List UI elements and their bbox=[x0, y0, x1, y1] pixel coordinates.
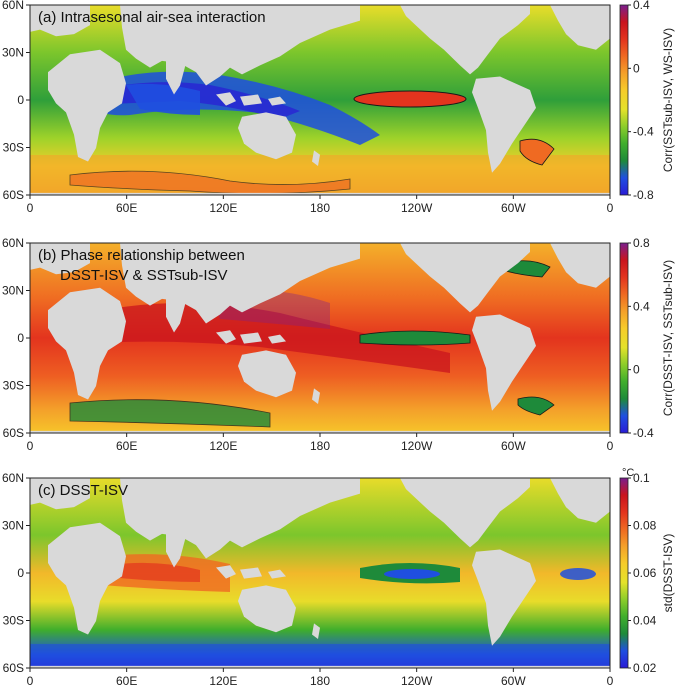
colorbar-tick-label: 0.08 bbox=[633, 519, 657, 533]
lon-tick-label: 0 bbox=[27, 201, 34, 215]
field-feature bbox=[359, 330, 471, 346]
lon-tick-label: 60W bbox=[501, 439, 526, 453]
colorbar-label: std(DSST-ISV) bbox=[661, 534, 675, 613]
colorbar-label: Corr(DSST-ISV, SSTsub-ISV) bbox=[661, 260, 675, 416]
map-panel-c: (c) DSST-ISV bbox=[29, 477, 611, 669]
panel-title: (a) Intrasesonal air-sea interaction bbox=[38, 9, 266, 26]
field-feature bbox=[560, 568, 596, 580]
map-panel-b: (b) Phase relationship between DSST-ISV … bbox=[29, 242, 611, 434]
lat-tick-label: 60N bbox=[2, 0, 24, 12]
field-feature bbox=[30, 644, 610, 668]
field-feature bbox=[69, 399, 271, 428]
colorbar-unit: °C bbox=[622, 467, 634, 479]
lat-tick-label: 0 bbox=[17, 331, 24, 345]
lon-tick-label: 120E bbox=[209, 201, 237, 215]
lat-tick-label: 30S bbox=[3, 379, 24, 393]
lat-tick-label: 30N bbox=[2, 284, 24, 298]
colorbar-tick-label: 0.8 bbox=[633, 236, 650, 250]
lat-tick-label: 60S bbox=[3, 426, 24, 440]
colorbar bbox=[619, 4, 629, 196]
field-feature bbox=[384, 569, 440, 579]
lat-tick-label: 30S bbox=[3, 614, 24, 628]
lat-tick-label: 0 bbox=[17, 93, 24, 107]
lat-tick-label: 60N bbox=[2, 471, 24, 485]
lon-tick-label: 180 bbox=[310, 439, 330, 453]
panel-subtitle: DSST-ISV & SSTsub-ISV bbox=[60, 267, 228, 284]
lon-tick-label: 60W bbox=[501, 674, 526, 688]
lon-tick-label: 120E bbox=[209, 674, 237, 688]
lat-tick-label: 60S bbox=[3, 188, 24, 202]
lon-tick-label: 120W bbox=[401, 439, 433, 453]
colorbar-tick-label: 0.06 bbox=[633, 566, 657, 580]
field-feature bbox=[353, 90, 467, 108]
colorbar-tick-label: 0.02 bbox=[633, 661, 657, 675]
lon-tick-label: 180 bbox=[310, 201, 330, 215]
lat-tick-label: 0 bbox=[17, 566, 24, 580]
panel-title: (b) Phase relationship between bbox=[38, 247, 245, 264]
lon-tick-label: 60E bbox=[116, 201, 137, 215]
lon-tick-label: 120W bbox=[401, 674, 433, 688]
field-feature bbox=[120, 562, 200, 582]
lon-tick-label: 60E bbox=[116, 674, 137, 688]
lon-tick-label: 120E bbox=[209, 439, 237, 453]
colorbar-tick-label: 0.1 bbox=[633, 471, 650, 485]
colorbar-label: Corr(SSTsub-ISV, WS-ISV) bbox=[661, 28, 675, 172]
field-feature bbox=[126, 83, 200, 115]
field-feature bbox=[69, 170, 351, 194]
lat-tick-label: 60N bbox=[2, 236, 24, 250]
panel-title: (c) DSST-ISV bbox=[38, 482, 128, 499]
colorbar-tick-label: 0 bbox=[633, 363, 640, 377]
lon-tick-label: 0 bbox=[27, 439, 34, 453]
lat-tick-label: 30N bbox=[2, 519, 24, 533]
lon-tick-label: 180 bbox=[310, 674, 330, 688]
lon-tick-label: 0 bbox=[607, 201, 614, 215]
lon-tick-label: 0 bbox=[607, 674, 614, 688]
colorbar bbox=[619, 242, 629, 434]
map-panel-a: (a) Intrasesonal air-sea interaction bbox=[29, 4, 611, 196]
colorbar bbox=[619, 477, 629, 669]
lon-tick-label: 0 bbox=[607, 439, 614, 453]
lon-tick-label: 60W bbox=[501, 201, 526, 215]
colorbar-tick-label: 0.4 bbox=[633, 299, 650, 313]
lat-tick-label: 60S bbox=[3, 661, 24, 675]
colorbar-tick-label: 0.04 bbox=[633, 614, 657, 628]
lat-tick-label: 30S bbox=[3, 141, 24, 155]
colorbar-tick-label: -0.4 bbox=[633, 426, 654, 440]
lon-tick-label: 60E bbox=[116, 439, 137, 453]
colorbar-tick-label: -0.4 bbox=[633, 125, 654, 139]
field-feature bbox=[519, 138, 555, 166]
lon-tick-label: 120W bbox=[401, 201, 433, 215]
colorbar-tick-label: 0 bbox=[633, 61, 640, 75]
colorbar-tick-label: 0.4 bbox=[633, 0, 650, 12]
field-feature bbox=[517, 396, 555, 416]
colorbar-layer: 0.4 0 -0.4 -0.8 Corr(SSTsub-ISV, WS-ISV) 0.8 0… bbox=[619, 0, 675, 675]
lon-tick-label: 0 bbox=[27, 674, 34, 688]
field-feature bbox=[354, 91, 466, 107]
field-feature bbox=[505, 260, 551, 278]
lat-tick-label: 30N bbox=[2, 46, 24, 60]
colorbar-tick-label: -0.8 bbox=[633, 188, 654, 202]
